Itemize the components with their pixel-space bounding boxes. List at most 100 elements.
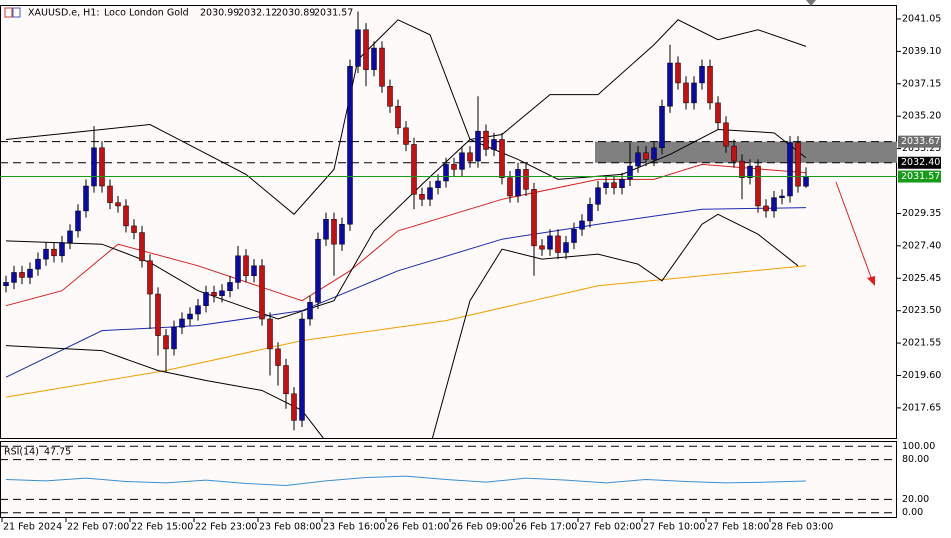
arrow-head bbox=[867, 276, 875, 286]
indicator-line bbox=[5, 207, 807, 378]
candle-body bbox=[43, 248, 49, 260]
candle-body bbox=[587, 204, 593, 222]
y-tick-label: 2029.35 bbox=[902, 208, 941, 219]
zone bbox=[595, 141, 897, 163]
rsi-tick-label: 100.00 bbox=[902, 441, 935, 452]
x-tick-label: 22 Feb 15:00 bbox=[131, 522, 193, 533]
candle-body bbox=[299, 318, 305, 421]
x-tick-label: 26 Feb 17:00 bbox=[515, 522, 577, 533]
price-label: 2031.57 bbox=[901, 171, 940, 182]
candle-body bbox=[211, 292, 217, 296]
x-tick-label: 23 Feb 16:00 bbox=[323, 522, 385, 533]
candle-body bbox=[59, 242, 65, 257]
y-tick-label: 2019.60 bbox=[902, 370, 941, 381]
candle-body bbox=[651, 147, 657, 160]
candle-body bbox=[19, 272, 25, 278]
candle-body bbox=[339, 223, 345, 245]
rsi-value: 47.75 bbox=[44, 447, 71, 458]
candle-body bbox=[243, 255, 249, 277]
candle-body bbox=[11, 272, 17, 283]
x-tick-label: 27 Feb 10:00 bbox=[643, 522, 705, 533]
candle-body bbox=[35, 258, 41, 270]
candle-body bbox=[323, 219, 329, 240]
candle-body bbox=[715, 102, 721, 124]
candle-body bbox=[75, 210, 81, 232]
candle-body bbox=[659, 105, 665, 149]
candle-body bbox=[403, 127, 409, 145]
candle-body bbox=[363, 29, 369, 70]
description: Loco London Gold bbox=[104, 8, 189, 19]
candle-body bbox=[251, 265, 257, 277]
candle-body bbox=[411, 144, 417, 195]
icon bbox=[12, 7, 21, 18]
candle-body bbox=[83, 185, 89, 212]
candle-body bbox=[699, 66, 705, 84]
candle-body bbox=[603, 182, 609, 188]
candle-body bbox=[683, 82, 689, 104]
candle-body bbox=[779, 195, 785, 198]
candle-body bbox=[115, 202, 121, 207]
icon bbox=[4, 7, 13, 18]
rsi-name: RSI(14) bbox=[4, 447, 39, 458]
ohlc-high: 2032.12 bbox=[238, 8, 277, 19]
candle-body bbox=[3, 282, 9, 286]
candle-body bbox=[387, 86, 393, 107]
x-tick-label: 21 Feb 2024 bbox=[3, 522, 62, 533]
level-label: 2032.40 bbox=[901, 157, 940, 168]
candle-body bbox=[459, 152, 465, 170]
candle-body bbox=[155, 293, 161, 336]
supply-zone bbox=[595, 141, 897, 163]
indicator-line bbox=[5, 213, 799, 438]
rsi-tick-label: 20.00 bbox=[902, 494, 929, 505]
candle-body bbox=[475, 130, 481, 162]
candle-body bbox=[27, 268, 33, 278]
candle-body bbox=[515, 169, 521, 197]
price-box bbox=[898, 170, 941, 183]
y-tick-label: 2041.05 bbox=[902, 13, 941, 24]
rsi-tick-label: 80.00 bbox=[902, 454, 929, 465]
candle-body bbox=[627, 165, 633, 180]
candle-body bbox=[619, 179, 625, 188]
candle-body bbox=[395, 105, 401, 129]
candle-body bbox=[483, 130, 489, 150]
candle-body bbox=[283, 365, 289, 395]
candle-body bbox=[539, 245, 545, 250]
candle-body bbox=[291, 393, 297, 421]
candle-body bbox=[427, 187, 433, 200]
candle-body bbox=[171, 327, 177, 350]
candle-body bbox=[379, 47, 385, 87]
forecast-arrow bbox=[835, 181, 873, 281]
candle-body bbox=[179, 318, 185, 328]
candle-body bbox=[307, 302, 313, 320]
candle-body bbox=[99, 147, 105, 187]
candle-body bbox=[443, 164, 449, 182]
candle-body bbox=[667, 62, 673, 107]
axes: 2041.05 2039.10 2037.15 2035.20 2033.25 2029.… bbox=[1, 13, 941, 533]
candle-body bbox=[763, 205, 769, 212]
candle-body bbox=[259, 265, 265, 320]
ohlc-low: 2030.89 bbox=[276, 8, 315, 19]
candle-body bbox=[195, 305, 201, 315]
rsi-line bbox=[5, 475, 807, 486]
candle-body bbox=[547, 235, 553, 250]
candle-body bbox=[147, 260, 153, 295]
shift-marker bbox=[806, 0, 816, 6]
candle-body bbox=[91, 147, 97, 187]
candle-body bbox=[691, 82, 697, 104]
candle-body bbox=[571, 228, 577, 243]
ohlc-open: 2030.99 bbox=[200, 8, 239, 19]
rsi-area bbox=[0, 445, 897, 514]
candle-body bbox=[435, 180, 441, 188]
candle-body bbox=[491, 139, 497, 150]
y-tick-label: 2021.55 bbox=[902, 338, 941, 349]
y-tick-label: 2033.25 bbox=[902, 143, 941, 154]
y-tick-label: 2037.15 bbox=[902, 78, 941, 89]
level-box bbox=[898, 156, 941, 169]
main-pane bbox=[0, 5, 897, 439]
indicator-line bbox=[5, 19, 807, 215]
candle-body bbox=[331, 219, 337, 245]
candle-body bbox=[579, 220, 585, 230]
candle-body bbox=[771, 197, 777, 212]
x-tick-label: 28 Feb 03:00 bbox=[771, 522, 833, 533]
